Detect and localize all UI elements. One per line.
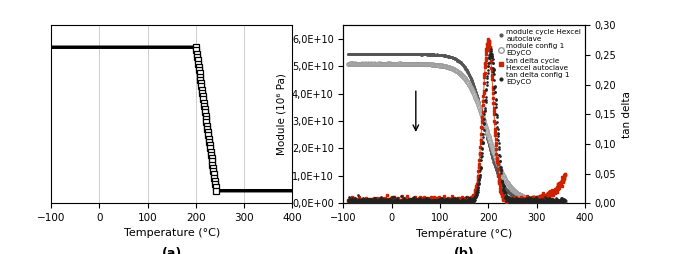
Legend: module cycle Hexcel
autoclave, module config 1
EDyCO, tan delta cycle
Hexcel aut: module cycle Hexcel autoclave, module co… [498,29,581,85]
X-axis label: Température (°C): Température (°C) [416,229,512,239]
X-axis label: Temperature (°C): Temperature (°C) [124,229,220,239]
Text: (b): (b) [454,247,475,254]
Y-axis label: Module (10⁶ Pa): Module (10⁶ Pa) [276,73,286,155]
Text: (a): (a) [162,247,182,254]
Y-axis label: tan delta: tan delta [622,91,632,138]
